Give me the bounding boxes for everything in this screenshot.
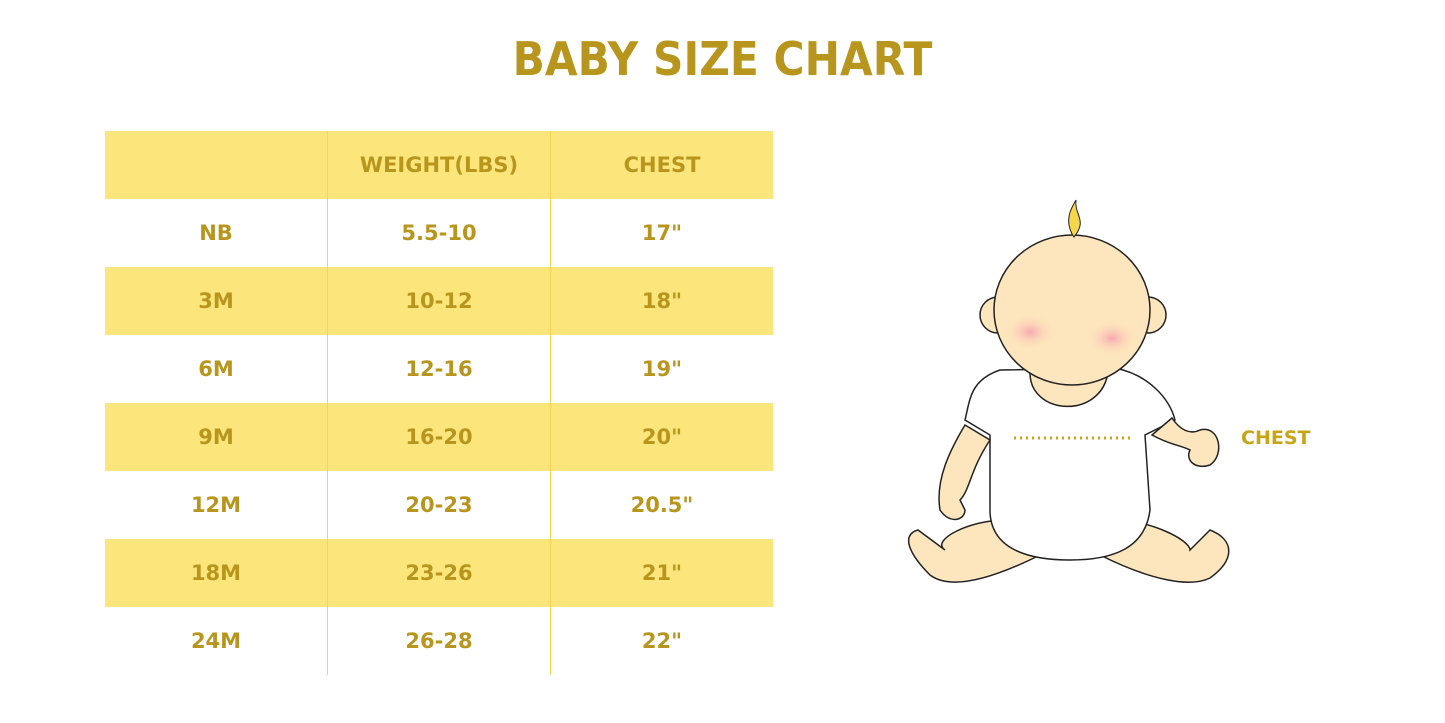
chest-label: CHEST [1241,427,1311,449]
size-cell: 9M [198,425,234,449]
header-chest: CHEST [550,131,773,199]
table-row: 3M 10-12 18" [105,267,773,335]
table-row: 24M 26-28 22" [105,607,773,675]
baby-illustration [907,199,1230,583]
size-cell: 18M [190,561,242,585]
left-cheek [1005,314,1055,350]
chest-cell: 20.5" [550,471,773,539]
chest-cell: 18" [550,267,773,335]
header-size [105,131,328,199]
size-cell: 24M [190,629,242,653]
table-row: 6M 12-16 19" [105,335,773,403]
weight-cell: 16-20 [327,403,551,471]
hair-curl [1068,199,1081,238]
page-title: BABY SIZE CHART [512,32,933,86]
size-cell: NB [199,221,233,245]
weight-cell: 23-26 [327,539,551,607]
chest-cell: 17" [550,199,773,267]
weight-cell: 12-16 [327,335,551,403]
chest-cell: 20" [550,403,773,471]
chest-cell: 19" [550,335,773,403]
chest-cell: 21" [550,539,773,607]
size-cell: 6M [198,357,234,381]
weight-cell: 5.5-10 [327,199,551,267]
table-header-row: WEIGHT(LBS) CHEST [105,131,773,199]
table-row: 9M 16-20 20" [105,403,773,471]
weight-cell: 10-12 [327,267,551,335]
size-cell: 12M [190,493,242,517]
weight-cell: 26-28 [327,607,551,675]
weight-cell: 20-23 [327,471,551,539]
chest-cell: 22" [550,607,773,675]
right-cheek [1087,320,1137,356]
table-row: 18M 23-26 21" [105,539,773,607]
header-weight: WEIGHT(LBS) [327,131,551,199]
size-table: WEIGHT(LBS) CHEST NB 5.5-10 17" 3M 10-12 18"… [105,131,773,675]
table-row: 12M 20-23 20.5" [105,471,773,539]
table-row: NB 5.5-10 17" [105,199,773,267]
size-cell: 3M [198,289,234,313]
